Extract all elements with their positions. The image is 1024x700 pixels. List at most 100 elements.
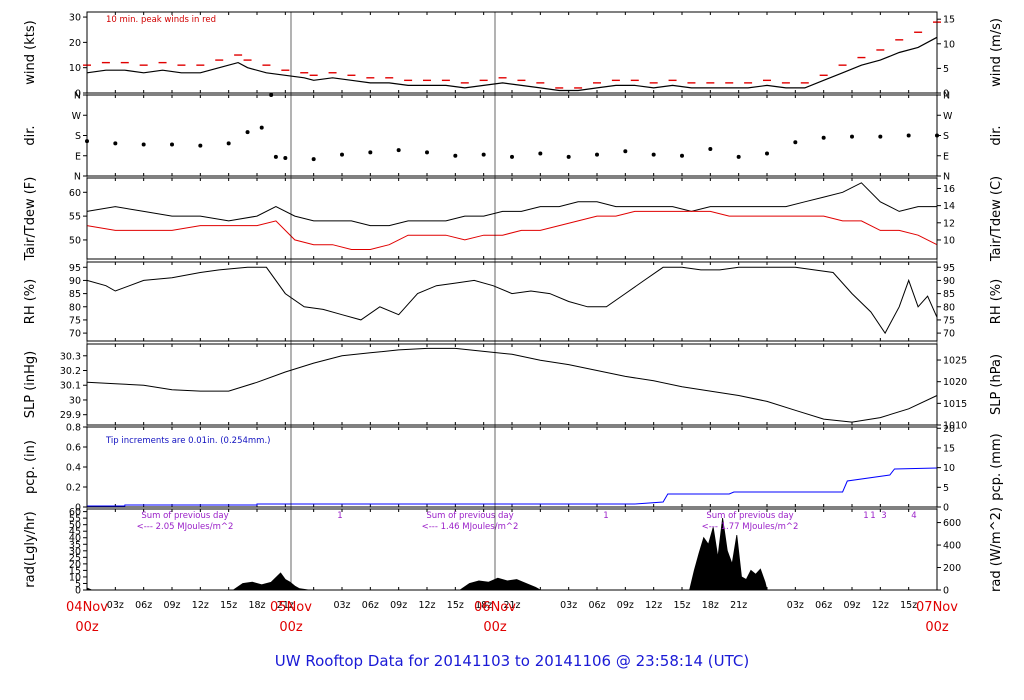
dir-point [226,141,231,146]
pcp-ytick: 0.8 [66,423,81,434]
rad-sum-label: Sum of previous day [426,511,513,521]
x-hour-tick: 09z [163,600,180,611]
x-hour-tick: 06z [362,600,379,611]
dewpoint-line [86,210,938,250]
slp-ytick-right: 1020 [943,377,967,388]
air-temp-line [86,182,937,227]
x-hour-tick: 15z [447,600,464,611]
x-hour-tick: 21z [277,600,294,611]
temp-ylabel-right: Tair/Tdew (C) [989,176,1004,262]
pcp-ytick-right: 5 [943,483,949,494]
rad-marker: 1 [337,511,342,521]
x-hour-tick: 21z [730,600,747,611]
rh-ylabel: RH (%) [23,279,38,324]
rad-marker: 3 [881,511,886,521]
rad-ytick-right: 400 [943,541,961,552]
rad-panel: rad(Lgly/hr) rad (W/m^2)05101520253035404… [23,507,1004,596]
x-hour-tick: 03z [560,600,577,611]
rad-sum-label: Sum of previous day [706,511,793,521]
dir-ylabel: dir. [23,125,38,145]
pcp-ytick-right: 10 [943,463,955,474]
dir-point [821,135,826,140]
dir-point [680,153,684,158]
dir-point [198,143,203,148]
rad-ytick: 60 [69,507,81,518]
x-hour-tick: 06z [588,600,605,611]
slp-panel: SLP (inHg) SLP (hPa) 29.9 30 30.1 30.2 30.3 101… [23,343,1004,432]
dir-point [113,141,118,146]
x-hour-tick: 18z [475,600,492,611]
rh-ytick-right: 85 [943,289,955,300]
slp-ytick-right: 1010 [943,421,967,432]
x-day-time: 00z [483,620,507,635]
x-day-time: 00z [925,620,949,635]
dir-point [453,153,458,158]
slp-ytick: 29.9 [60,410,81,421]
x-hour-tick: 15z [673,600,690,611]
rad-ytick: 50 [69,520,81,531]
dir-point [708,147,713,151]
wind-ytick: 0 [75,89,81,100]
pcp-ylabel: pcp. (in) [23,440,38,494]
rh-ytick-right: 90 [943,276,955,287]
dir-point [273,154,278,159]
slp-ylabel-right: SLP (hPa) [989,354,1004,415]
rad-sum-value: <--- 2.05 MJoules/m^2 [137,522,234,532]
dir-point [510,154,514,159]
x-hour-tick: 09z [390,600,407,611]
dir-point [765,151,769,156]
time-axis: 03z 06z 09z 12z 15z 18z 21z 03z 06z 09z 12z 15z 18z 2… [66,12,958,635]
dir-point [259,125,264,130]
dir-point [906,133,911,138]
dir-point [141,142,146,147]
rad-ytick: 35 [69,540,81,551]
rad-ytick: 55 [69,514,81,525]
wind-ytick: 20 [69,38,81,49]
dir-ytick: E [75,151,81,162]
rad-ytick: 15 [69,566,81,577]
dir-ytick-right: S [943,131,949,142]
x-hour-tick: 18z [702,600,719,611]
x-hour-tick: 18z [248,600,265,611]
pcp-ylabel-right: pcp. (mm) [989,433,1004,500]
temp-ytick-right: 12 [943,218,955,229]
rad-ytick: 5 [75,579,81,590]
dir-point [283,156,288,160]
pcp-ytick: 0.4 [66,463,81,474]
dir-ytick: W [72,111,82,122]
x-hour-tick: 06z [135,600,152,611]
rh-frame [86,261,938,342]
dir-point [368,150,373,155]
wind-ytick-right: 0 [943,89,949,100]
wind-ylabel-right: wind (m/s) [989,18,1004,87]
dir-point [311,157,316,162]
rad-ytick: 25 [69,553,81,564]
rh-ytick: 85 [69,289,81,300]
rh-ytick: 95 [69,263,81,274]
radiation-area [86,518,768,591]
wind-ytick: 10 [69,63,81,74]
pcp-ytick-right: 20 [943,424,955,435]
dir-point [340,152,344,157]
x-day-label: 06Nov [474,600,516,615]
temp-ylabel: Tair/Tdew (F) [23,177,38,262]
rh-panel: RH (%) RH (%) 70 75 80 85 90 95 70 75 80 85 90 95 [23,261,1004,342]
x-day-label: 04Nov [66,600,108,615]
pcp-ytick: 0.2 [66,483,81,494]
x-hour-tick: 09z [617,600,634,611]
precip-line [87,467,938,507]
pcp-panel: pcp. (in) pcp. (mm) 0 0.2 0.4 0.6 0.8 0 5 10 15 20 T… [23,423,1004,514]
dir-point [566,154,571,159]
rh-line [86,266,938,335]
rad-ytick: 0 [75,586,81,597]
dir-ytick-right: W [943,111,953,122]
dir-point [481,152,486,157]
chart-title: UW Rooftop Data for 20141103 to 20141106… [275,652,749,670]
rad-ytick-right: 600 [943,518,961,529]
x-day-time: 00z [279,620,303,635]
slp-ytick: 30 [69,395,81,406]
rad-ytick-right: 200 [943,563,961,574]
wind-ytick-right: 5 [943,64,949,75]
rad-ytick: 10 [69,572,81,583]
x-day-label: 07Nov [916,600,958,615]
